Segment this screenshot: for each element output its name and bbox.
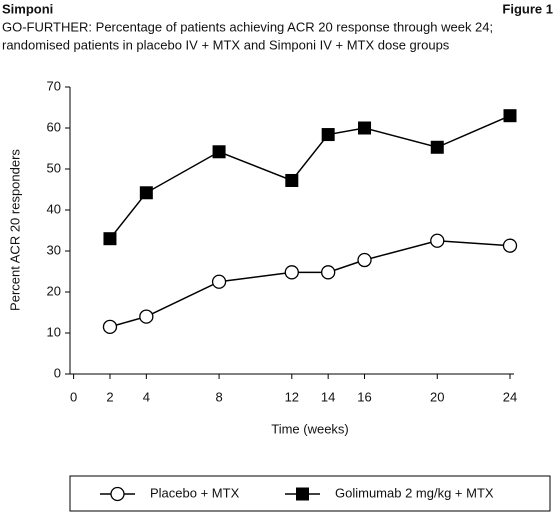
y-tick-label: 20 <box>47 283 61 298</box>
x-tick-label: 16 <box>357 389 371 404</box>
series-line <box>109 239 511 328</box>
x-tick-label: 24 <box>503 389 517 404</box>
y-tick-label: 10 <box>47 324 61 339</box>
x-tick-label: 0 <box>70 389 77 404</box>
legend-marker <box>296 487 309 501</box>
x-tick-label: 14 <box>321 389 335 404</box>
data-point <box>321 265 336 280</box>
legend-box <box>69 475 551 512</box>
data-point <box>503 109 517 123</box>
x-tick-label: 4 <box>143 389 150 404</box>
data-point <box>211 274 227 289</box>
y-tick-label: 0 <box>54 365 61 380</box>
y-tick-label: 70 <box>47 78 61 93</box>
data-point <box>284 265 299 280</box>
x-axis-label: Time (weeks) <box>271 421 349 436</box>
figure-label: Figure 1 <box>502 1 553 16</box>
legend-label: Golimumab 2 mg/kg + MTX <box>335 485 494 500</box>
data-point <box>102 319 118 335</box>
data-point <box>357 252 372 268</box>
data-point <box>212 145 226 159</box>
y-tick-label: 50 <box>47 160 61 175</box>
legend-label: Placebo + MTX <box>150 485 240 500</box>
y-tick-label: 30 <box>47 242 61 257</box>
data-point <box>285 173 299 187</box>
x-tick-label: 8 <box>215 389 222 404</box>
data-point <box>321 128 335 142</box>
legend-marker <box>110 486 125 502</box>
x-tick-label: 12 <box>285 389 299 404</box>
data-point <box>139 186 153 200</box>
data-point <box>430 140 444 154</box>
chart-title: GO-FURTHER: Percentage of patients achie… <box>2 19 493 34</box>
x-tick-label: 20 <box>430 389 444 404</box>
data-point <box>103 232 117 246</box>
y-tick-label: 60 <box>47 119 61 134</box>
series-line <box>109 115 511 240</box>
product-name: Simponi <box>2 1 53 16</box>
data-point <box>139 309 154 324</box>
data-point <box>502 238 518 253</box>
y-axis-label: Percent ACR 20 responders <box>7 149 22 311</box>
x-tick-label: 2 <box>106 389 113 404</box>
data-point <box>430 233 445 248</box>
y-tick-label: 40 <box>47 201 61 216</box>
data-point <box>358 121 372 135</box>
chart-subtitle: randomised patients in placebo IV + MTX … <box>2 37 450 52</box>
